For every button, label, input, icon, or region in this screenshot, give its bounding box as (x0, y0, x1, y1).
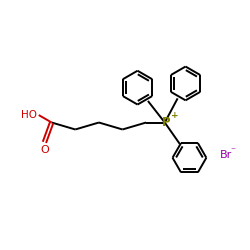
Text: O: O (40, 145, 49, 155)
Text: +: + (172, 111, 179, 120)
Text: ⁻: ⁻ (230, 146, 235, 156)
Text: Br: Br (220, 150, 232, 160)
Text: P: P (162, 116, 170, 129)
Text: HO: HO (22, 110, 38, 120)
